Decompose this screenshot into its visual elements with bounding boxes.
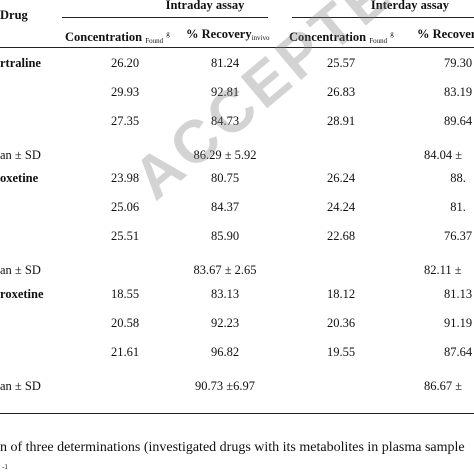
table-cell: 81.13 — [443, 287, 473, 301]
drug-name: roxetine — [0, 287, 44, 301]
header-interday: Interday assay — [370, 0, 450, 12]
table-cell: 81.24 — [210, 56, 240, 70]
table-cell: 84.37 — [210, 200, 240, 214]
intraday-mean-sd: 90.73 ±6.97 — [195, 379, 255, 393]
table-cell: 83.13 — [210, 287, 240, 301]
table-cell: 25.06 — [110, 200, 140, 214]
table-cell: 92.81 — [210, 85, 240, 99]
interday-underline — [292, 17, 474, 18]
header-inter-concentration: Concentration Found g — [289, 30, 394, 45]
table-cell: 21.61 — [110, 345, 140, 359]
table-cell: 81. — [450, 200, 466, 214]
table-cell: 22.68 — [326, 229, 356, 243]
table-cell: 18.12 — [326, 287, 356, 301]
table-cell: 91.19 — [443, 316, 473, 330]
table-cell: 18.55 — [110, 287, 140, 301]
table-cell: 85.90 — [210, 229, 240, 243]
table-cell: 96.82 — [210, 345, 240, 359]
table-cell: 26.20 — [110, 56, 140, 70]
table-cell: 27.35 — [110, 114, 140, 128]
interday-mean-sd: 82.11 ± — [424, 263, 462, 277]
table-cell: 28.91 — [326, 114, 356, 128]
table-cell: 25.51 — [110, 229, 140, 243]
table-cell: 88. — [450, 171, 466, 185]
drug-name: rtraline — [0, 56, 41, 70]
header-drug: Drug — [0, 8, 28, 22]
header-inter-recovery: % Recovery — [417, 27, 474, 41]
footnote: n of three determinations (investigated … — [0, 440, 465, 455]
table-cell: 76.37 — [443, 229, 473, 243]
table-cell: 26.24 — [326, 171, 356, 185]
table-cell: 84.73 — [210, 114, 240, 128]
table-cell: 29.93 — [110, 85, 140, 99]
table-cell: 19.55 — [326, 345, 356, 359]
header-intraday: Intraday assay — [165, 0, 245, 12]
table-cell: 24.24 — [326, 200, 356, 214]
mean-sd-label: an ± SD — [0, 148, 41, 162]
footnote-unit: -1 — [2, 463, 8, 471]
header-rule — [0, 47, 474, 48]
interday-mean-sd: 84.04 ± — [424, 148, 463, 162]
intraday-underline — [62, 17, 268, 18]
table-bottom-rule — [0, 413, 474, 414]
header-intra-concentration: Concentration Found g — [65, 30, 170, 45]
table-cell: 79.30 — [443, 56, 473, 70]
table-cell: 87.64 — [443, 345, 473, 359]
mean-sd-label: an ± SD — [0, 379, 41, 393]
table-cell: 83.19 — [443, 85, 473, 99]
table-cell: 23.98 — [110, 171, 140, 185]
table-cell: 25.57 — [326, 56, 356, 70]
interday-mean-sd: 86.67 ± — [424, 379, 463, 393]
table-cell: 89.64 — [443, 114, 473, 128]
table-cell: 20.36 — [326, 316, 356, 330]
intraday-mean-sd: 86.29 ± 5.92 — [193, 148, 257, 162]
mean-sd-label: an ± SD — [0, 263, 41, 277]
table-cell: 92.23 — [210, 316, 240, 330]
table-cell: 80.75 — [210, 171, 240, 185]
drug-name: oxetine — [0, 171, 39, 185]
intraday-mean-sd: 83.67 ± 2.65 — [193, 263, 257, 277]
header-intra-recovery: % Recoveryinvivo — [186, 27, 270, 42]
table-cell: 26.83 — [326, 85, 356, 99]
table-cell: 20.58 — [110, 316, 140, 330]
